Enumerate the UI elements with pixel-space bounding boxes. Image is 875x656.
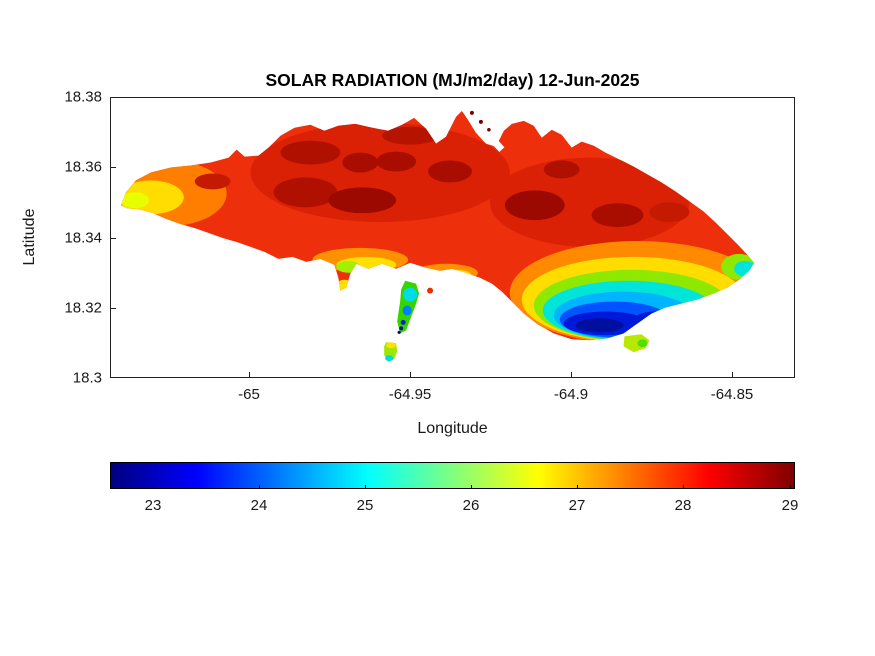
x-tick-label: -64.95 <box>388 386 432 403</box>
y-tick-label: 18.32 <box>64 299 102 317</box>
colorbar-tick-mark <box>153 485 154 489</box>
y-tick-mark <box>111 167 116 168</box>
colorbar-tick-label: 26 <box>462 497 480 514</box>
colorbar-tick-mark <box>259 485 260 489</box>
x-axis-label: Longitude <box>417 420 488 437</box>
x-tick-label: -64.9 <box>553 386 589 403</box>
x-tick-mark <box>571 372 572 377</box>
coastal-inlet-gap <box>457 101 505 152</box>
y-tick-label: 18.36 <box>64 158 102 176</box>
south-peninsula <box>397 280 434 334</box>
colorbar-tick-label: 23 <box>144 497 162 514</box>
colorbar-tick-label: 28 <box>674 497 692 514</box>
y-tick-mark <box>111 307 116 309</box>
colorbar-tick-mark <box>790 485 791 489</box>
colorbar-tick-mark <box>577 485 578 489</box>
x-tick-mark <box>410 372 411 377</box>
colorbar-tick-label: 29 <box>781 497 799 514</box>
south-islet <box>384 342 398 363</box>
y-tick-label: 18.34 <box>64 229 102 246</box>
y-axis-label: Latitude <box>21 208 38 266</box>
island-contour-svg <box>120 101 755 363</box>
chart-title: SOLAR RADIATION (MJ/m2/day) 12-Jun-2025 <box>265 70 640 90</box>
colorbar-tick-mark <box>683 485 684 489</box>
colorbar-tick-mark <box>471 485 472 489</box>
y-tick-label: 18.3 <box>72 369 102 387</box>
southeast-islet <box>623 334 650 353</box>
x-tick-label: -65 <box>238 386 260 403</box>
y-tick-mark <box>111 237 116 239</box>
inlet-dots <box>469 110 491 132</box>
colorbar-tick-label: 25 <box>356 497 374 514</box>
colorbar <box>110 462 795 489</box>
y-tick-label: 18.38 <box>64 88 102 106</box>
plot-area <box>110 97 795 378</box>
x-tick-label: -64.85 <box>710 386 754 403</box>
colorbar-tick-mark <box>365 485 366 489</box>
colorbar-tick-label: 27 <box>568 497 586 514</box>
x-tick-mark <box>732 372 733 377</box>
island-fill <box>120 110 755 341</box>
x-tick-mark <box>249 372 250 377</box>
colorbar-tick-label: 24 <box>250 497 268 514</box>
